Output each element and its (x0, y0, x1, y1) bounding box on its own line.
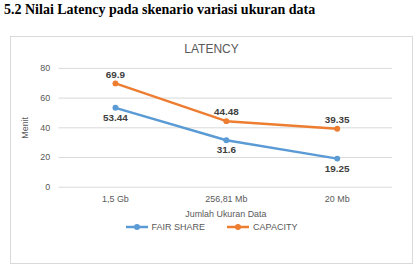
html-text:CAPACITY: CAPACITY (253, 222, 298, 233)
svg-text:44.48: 44.48 (214, 106, 239, 117)
svg-text:39.35: 39.35 (325, 114, 350, 125)
svg-text:31.6: 31.6 (217, 144, 237, 155)
svg-text:Jumlah Ukuran Data: Jumlah Ukuran Data (185, 209, 266, 219)
svg-text:53.44: 53.44 (103, 112, 128, 123)
svg-text:20 Mb: 20 Mb (325, 194, 350, 204)
svg-text:256,81 Mb: 256,81 Mb (205, 194, 247, 204)
svg-text:Menit: Menit (20, 116, 30, 138)
svg-text:0: 0 (45, 182, 50, 192)
html-text:5.2 Nilai Latency pada skenari: 5.2 Nilai Latency pada skenario variasi … (4, 2, 316, 17)
svg-text:19.25: 19.25 (325, 163, 350, 174)
svg-text:60: 60 (40, 93, 50, 103)
svg-text:40: 40 (40, 123, 50, 133)
svg-text:1,5 Gb: 1,5 Gb (102, 194, 129, 204)
svg-text:20: 20 (40, 152, 50, 162)
svg-text:80: 80 (40, 63, 50, 73)
svg-text:69.9: 69.9 (106, 69, 126, 80)
html-text:LATENCY: LATENCY (184, 42, 239, 56)
html-text:FAIR SHARE: FAIR SHARE (151, 222, 206, 233)
